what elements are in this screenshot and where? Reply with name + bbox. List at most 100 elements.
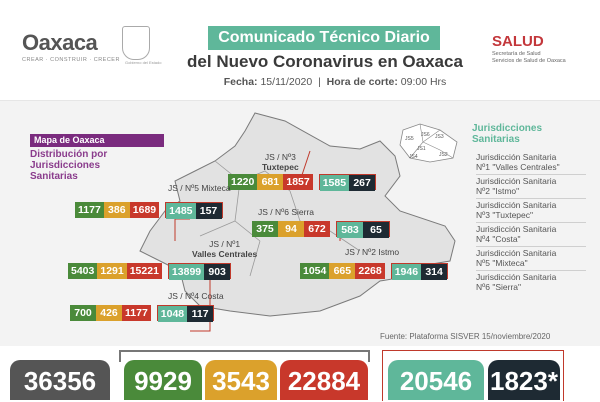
js1-values: 5403 1291 15221 13899 903 [68, 263, 232, 280]
js4-values: 700 426 1177 1048 117 [70, 305, 215, 322]
js6-label-1: JS / Nº6 Sierra [258, 207, 315, 217]
js3-values: 1220 681 1857 1585 267 [228, 174, 377, 191]
js3-value-2: 681 [257, 174, 284, 190]
seal-caption: Gobierno del Estado [125, 60, 162, 65]
js2-label-1: JS / Nº2 Istmo [345, 247, 400, 257]
date-label: Fecha: [223, 76, 258, 88]
legend-item-5-line-1: Jurisdicción Sanitaria [476, 248, 557, 258]
js5-label-1: JS / Nº5 Mixteca [168, 183, 231, 193]
js1-outline: 13899 903 [167, 263, 232, 280]
js5-label: JS / Nº5 Mixteca [168, 183, 231, 194]
legend-title: Jurisdicciones Sanitarias [472, 123, 542, 145]
js1-value-2: 1291 [97, 263, 127, 279]
js6-value-4: 583 [337, 222, 363, 238]
js2-value-4: 1946 [391, 264, 422, 280]
js5-outline: 1485 157 [165, 202, 223, 219]
legend-item-1: Jurisdicción Sanitaria Nº1 "Valles Centra… [476, 152, 560, 172]
totals-bracket-left [119, 350, 369, 352]
legend-item-6: Jurisdicción Sanitaria Nº6 "Sierra" [476, 272, 557, 292]
logo-word: Oaxaca [22, 30, 98, 55]
logo-tagline: CREAR · CONSTRUIR · CRECER [22, 57, 120, 63]
legend-item-1-line-1: Jurisdicción Sanitaria [476, 152, 557, 162]
js5-value-5: 157 [195, 203, 222, 219]
js4-label: JS / Nº4 Costa [168, 291, 224, 302]
js3-label: JS / Nº3 Tuxtepec [262, 152, 299, 172]
js3-label-1: JS / Nº3 [264, 152, 296, 162]
js3-value-4: 1585 [319, 175, 350, 191]
total-green: 9929 [124, 360, 202, 400]
js2-value-5: 314 [421, 264, 448, 280]
title-line-1: Comunicado Técnico Diario [208, 26, 440, 50]
js6-outline: 583 65 [336, 221, 390, 238]
legend-item-3-line-2: Nº3 "Tuxtepec" [476, 209, 534, 220]
js3-value-1: 1220 [228, 174, 258, 190]
legend-item-4-line-1: Jurisdicción Sanitaria [476, 224, 557, 234]
total-cases: 36356 [10, 360, 110, 400]
legend-separator [476, 198, 586, 199]
legend-separator [476, 270, 586, 271]
map-desc-2: Jurisdicciones [30, 160, 101, 171]
js5-value-1: 1177 [75, 202, 104, 218]
totals-bracket-right-tick [368, 350, 370, 362]
salud-logo: SALUD [492, 33, 544, 50]
js2-value-3: 2268 [355, 263, 385, 279]
js4-value-5: 117 [187, 306, 214, 322]
map-desc-3: Sanitarias [30, 171, 78, 182]
legend-separator [476, 222, 586, 223]
js4-value-1: 700 [70, 305, 96, 321]
total-red: 22884 [280, 360, 368, 400]
salud-sub-1: Secretaría de Salud [492, 51, 541, 57]
mini-map-js6: JS6 [421, 132, 430, 138]
mini-map-js4: JS4 [409, 154, 418, 160]
legend-title-1: Jurisdicciones [472, 123, 543, 134]
js3-outline: 1585 267 [318, 174, 377, 191]
mini-map-icon: JS5 JS6 JS3 JS1 JS4 JS2 [399, 123, 458, 163]
js4-outline: 1048 117 [156, 305, 215, 322]
total-dark: 1823* [488, 360, 560, 400]
oaxaca-logo: Oaxaca CREAR · CONSTRUIR · CRECER [22, 30, 120, 63]
mini-map-js3: JS3 [435, 134, 444, 140]
legend-title-2: Sanitarias [472, 134, 520, 145]
js2-outline: 1946 314 [390, 263, 449, 280]
date-value: 15/11/2020 [260, 76, 313, 88]
salud-sub-2: Servicios de Salud de Oaxaca [492, 58, 566, 64]
js3-value-5: 267 [349, 175, 376, 191]
total-yellow: 3543 [205, 360, 277, 400]
title-line-2: del Nuevo Coronavirus en Oaxaca [187, 52, 463, 71]
state-seal-icon [122, 26, 150, 60]
js1-value-5: 903 [204, 264, 231, 280]
legend-item-4: Jurisdicción Sanitaria Nº4 "Costa" [476, 224, 557, 244]
legend-item-3: Jurisdicción Sanitaria Nº3 "Tuxtepec" [476, 200, 557, 220]
js5-value-4: 1485 [166, 203, 196, 219]
legend-separator [476, 246, 586, 247]
js1-label: JS / Nº1 Valles Centrales [192, 239, 258, 259]
map-desc-1: Distribución por [30, 149, 108, 160]
js5-value-3: 1689 [129, 202, 160, 218]
js2-value-1: 1054 [300, 263, 330, 279]
map-description: Distribución por Jurisdicciones Sanitari… [30, 149, 170, 182]
time-value: 09:00 Hrs [400, 76, 447, 88]
legend-item-5: Jurisdicción Sanitaria Nº5 "Mixteca" [476, 248, 557, 268]
totals-outline [382, 350, 564, 401]
legend-item-2-line-2: Nº2 "Istmo" [476, 185, 520, 196]
js1-label-2: Valles Centrales [192, 248, 258, 259]
js4-value-2: 426 [96, 305, 122, 321]
legend-item-2: Jurisdicción Sanitaria Nº2 "Istmo" [476, 176, 556, 196]
legend-item-6-line-1: Jurisdicción Sanitaria [476, 272, 557, 282]
js2-values: 1054 665 2268 1946 314 [300, 263, 449, 280]
total-teal: 20546 [388, 360, 484, 400]
js5-value-2: 386 [103, 202, 130, 218]
js5-values: 1177 386 1689 1485 157 [75, 202, 223, 219]
legend-separator [476, 174, 586, 175]
js6-value-1: 375 [252, 221, 278, 237]
header [0, 0, 600, 100]
js6-values: 375 94 672 583 65 [252, 221, 390, 238]
legend-item-4-line-2: Nº4 "Costa" [476, 233, 521, 244]
js1-value-1: 5403 [68, 263, 98, 279]
js4-label-1: JS / Nº4 Costa [168, 291, 224, 301]
salud-subtitle: Secretaría de Salud Servicios de Salud d… [492, 51, 566, 65]
mini-map-js1: JS1 [417, 146, 426, 152]
legend-item-6-line-2: Nº6 "Sierra" [476, 281, 522, 292]
time-label: Hora de corte: [326, 76, 398, 88]
legend-item-3-line-1: Jurisdicción Sanitaria [476, 200, 557, 210]
